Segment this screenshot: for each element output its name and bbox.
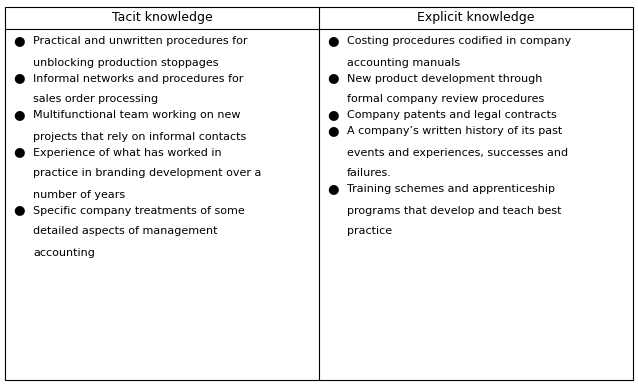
Text: Multifunctional team working on new: Multifunctional team working on new xyxy=(33,110,241,121)
Text: number of years: number of years xyxy=(33,189,125,199)
Text: detailed aspects of management: detailed aspects of management xyxy=(33,226,218,236)
Text: accounting: accounting xyxy=(33,248,95,258)
Text: projects that rely on informal contacts: projects that rely on informal contacts xyxy=(33,132,246,142)
Text: ●: ● xyxy=(13,108,25,121)
Text: ●: ● xyxy=(327,71,339,84)
Text: Training schemes and apprenticeship: Training schemes and apprenticeship xyxy=(347,184,555,194)
Text: Practical and unwritten procedures for: Practical and unwritten procedures for xyxy=(33,37,248,47)
Text: Explicit knowledge: Explicit knowledge xyxy=(417,12,535,25)
Text: ●: ● xyxy=(327,182,339,195)
Text: ●: ● xyxy=(327,108,339,121)
Text: Company patents and legal contracts: Company patents and legal contracts xyxy=(347,110,557,121)
Text: Informal networks and procedures for: Informal networks and procedures for xyxy=(33,74,243,84)
Text: failures.: failures. xyxy=(347,169,392,179)
Text: A company’s written history of its past: A company’s written history of its past xyxy=(347,127,562,137)
Text: Costing procedures codified in company: Costing procedures codified in company xyxy=(347,37,571,47)
Text: ●: ● xyxy=(13,71,25,84)
Text: events and experiences, successes and: events and experiences, successes and xyxy=(347,147,568,157)
Text: Tacit knowledge: Tacit knowledge xyxy=(112,12,212,25)
Text: practice: practice xyxy=(347,226,392,236)
Text: Specific company treatments of some: Specific company treatments of some xyxy=(33,206,245,216)
Text: practice in branding development over a: practice in branding development over a xyxy=(33,169,262,179)
Text: ●: ● xyxy=(13,203,25,216)
Text: programs that develop and teach best: programs that develop and teach best xyxy=(347,206,561,216)
Text: unblocking production stoppages: unblocking production stoppages xyxy=(33,57,218,67)
Text: ●: ● xyxy=(13,34,25,47)
Text: formal company review procedures: formal company review procedures xyxy=(347,94,544,104)
Text: Experience of what has worked in: Experience of what has worked in xyxy=(33,147,221,157)
Text: sales order processing: sales order processing xyxy=(33,94,158,104)
Text: ●: ● xyxy=(13,145,25,158)
Text: ●: ● xyxy=(327,34,339,47)
Text: ●: ● xyxy=(327,124,339,137)
Text: accounting manuals: accounting manuals xyxy=(347,57,460,67)
Text: New product development through: New product development through xyxy=(347,74,542,84)
